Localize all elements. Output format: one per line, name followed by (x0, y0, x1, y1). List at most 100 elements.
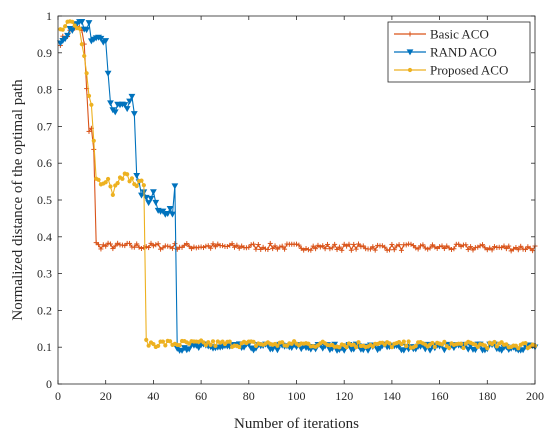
data-point-basic-aco (131, 244, 137, 250)
data-point-rand-aco (464, 346, 472, 353)
data-point-basic-aco (527, 245, 533, 251)
data-point-basic-aco (439, 243, 445, 249)
data-point-proposed-aco (389, 345, 394, 350)
data-point-proposed-aco (96, 177, 101, 182)
data-point-rand-aco (171, 183, 179, 190)
data-point-proposed-aco (432, 344, 437, 350)
data-point-basic-aco (403, 242, 409, 248)
y-tick-label: 0.6 (37, 156, 52, 170)
data-point-basic-aco (169, 245, 175, 251)
data-point-basic-aco (105, 240, 111, 246)
data-point-basic-aco (203, 243, 209, 249)
data-point-basic-aco (141, 245, 147, 251)
data-point-basic-aco (220, 243, 226, 249)
data-point-basic-aco (246, 244, 252, 250)
data-point-proposed-aco (516, 346, 521, 351)
data-point-proposed-aco (63, 24, 68, 29)
data-point-basic-aco (313, 246, 319, 252)
data-point-basic-aco (468, 244, 474, 250)
series-basic-aco (57, 23, 538, 254)
data-point-basic-aco (112, 243, 118, 249)
data-point-basic-aco (155, 241, 161, 247)
data-point-basic-aco (308, 247, 314, 253)
data-point-basic-aco (146, 245, 152, 251)
series-proposed-aco (58, 19, 538, 351)
data-point-basic-aco (320, 243, 326, 249)
data-point-proposed-aco (84, 71, 89, 76)
data-point-rand-aco (128, 93, 136, 100)
data-point-basic-aco (391, 247, 397, 253)
data-point-rand-aco (111, 109, 119, 116)
data-point-basic-aco (351, 241, 357, 247)
data-point-basic-aco (389, 241, 395, 247)
data-point-basic-aco (489, 247, 495, 253)
x-tick-label: 200 (526, 389, 544, 403)
data-point-basic-aco (258, 246, 264, 252)
data-point-proposed-aco (82, 53, 87, 59)
y-tick-label: 0.1 (37, 340, 52, 354)
data-point-basic-aco (522, 247, 528, 253)
data-point-basic-aco (422, 245, 428, 251)
x-tick-label: 20 (100, 389, 112, 403)
data-point-basic-aco (310, 243, 316, 249)
data-point-proposed-aco (280, 340, 285, 345)
data-point-proposed-aco (354, 344, 359, 350)
data-point-basic-aco (198, 244, 204, 250)
x-tick-label: 80 (243, 389, 255, 403)
data-point-basic-aco (96, 242, 102, 248)
y-tick-label: 1 (46, 9, 52, 23)
data-point-basic-aco (224, 244, 230, 250)
data-point-proposed-aco (139, 178, 144, 183)
legend-marker (407, 67, 413, 73)
data-point-rand-aco (123, 106, 131, 113)
data-point-proposed-aco (413, 343, 418, 349)
data-point-rand-aco (400, 347, 408, 354)
data-point-proposed-aco (134, 183, 139, 189)
data-point-basic-aco (303, 246, 309, 252)
legend: Basic ACO RAND ACO Proposed ACO (387, 21, 531, 83)
data-point-proposed-aco (89, 102, 94, 107)
data-point-rand-aco (340, 347, 348, 354)
data-point-rand-aco (440, 347, 448, 354)
data-point-rand-aco (102, 38, 110, 45)
data-point-rand-aco (364, 347, 372, 354)
data-point-proposed-aco (275, 343, 280, 348)
data-point-basic-aco (513, 244, 519, 250)
data-point-proposed-aco (461, 345, 466, 351)
data-point-rand-aco (150, 189, 157, 196)
data-point-rand-aco (97, 35, 105, 42)
data-point-basic-aco (208, 245, 214, 251)
data-point-basic-aco (515, 247, 521, 253)
data-point-proposed-aco (127, 179, 132, 184)
data-point-basic-aco (348, 247, 354, 253)
data-point-basic-aco (387, 247, 393, 253)
legend-item-rand-aco: RAND ACO (394, 45, 497, 60)
data-point-rand-aco (145, 200, 153, 207)
data-point-basic-aco (150, 243, 156, 249)
data-point-rand-aco (185, 346, 193, 353)
data-point-basic-aco (210, 241, 216, 247)
data-point-basic-aco (294, 241, 299, 247)
data-point-proposed-aco (485, 346, 490, 351)
data-point-proposed-aco (160, 339, 166, 344)
y-axis-label: Normalized distance of the optimal path (10, 79, 26, 321)
data-point-basic-aco (329, 245, 335, 251)
data-point-basic-aco (415, 246, 421, 252)
data-point-proposed-aco (79, 42, 84, 47)
data-point-basic-aco (134, 241, 140, 247)
data-point-basic-aco (305, 247, 311, 253)
legend-label-basic-aco: Basic ACO (430, 27, 489, 42)
data-point-proposed-aco (146, 343, 151, 348)
data-point-basic-aco (334, 247, 340, 253)
data-point-basic-aco (234, 242, 240, 248)
data-point-rand-aco (426, 347, 434, 354)
data-point-proposed-aco (492, 339, 497, 345)
data-point-basic-aco (205, 243, 211, 249)
data-point-basic-aco (138, 245, 144, 251)
data-point-proposed-aco (105, 176, 111, 182)
data-point-basic-aco (110, 246, 116, 252)
data-point-proposed-aco (86, 93, 92, 98)
data-point-basic-aco (346, 241, 352, 247)
y-tick-label: 0.7 (37, 119, 52, 133)
